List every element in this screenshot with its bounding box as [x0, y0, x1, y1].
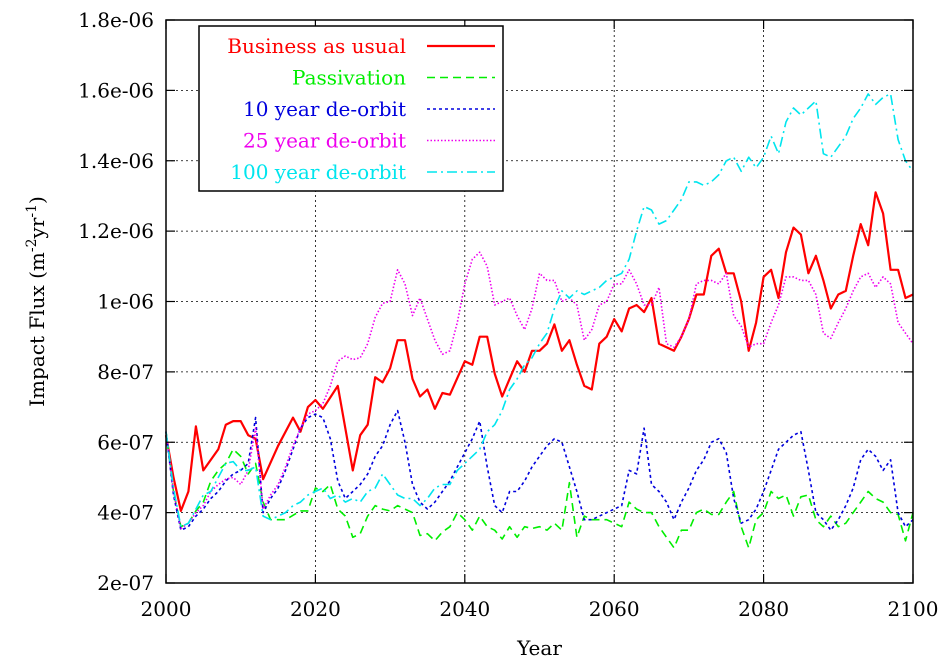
x-tick-label: 2020	[290, 597, 341, 621]
x-tick-label: 2100	[888, 597, 939, 621]
x-axis-title: Year	[516, 636, 562, 660]
series-layer	[164, 93, 914, 549]
series-line-1	[164, 191, 914, 512]
y-axis-title: Impact Flux (m-2yr-1)	[24, 196, 49, 407]
legend-label: Passivation	[292, 66, 406, 90]
y-tick-label: 1.2e-06	[78, 219, 154, 243]
legend-label: 100 year de-orbit	[230, 160, 406, 184]
y-tick-label: 8e-07	[97, 360, 154, 384]
x-tick-label: 2080	[738, 597, 789, 621]
series-line-3	[165, 409, 914, 531]
x-tick-label: 2060	[589, 597, 640, 621]
axis-ticks: 2000 2020 2040 2060 2080 2100 2e-07 4e-07 6e-07 8…	[78, 8, 938, 621]
y-axis-title-mid: yr	[25, 217, 49, 239]
y-tick-label: 1.6e-06	[78, 78, 154, 102]
legend-label: Business as usual	[227, 34, 406, 58]
y-tick-label: 1.8e-06	[78, 8, 154, 32]
y-tick-label: 1e-06	[97, 290, 154, 314]
y-tick-label: 4e-07	[97, 501, 154, 525]
legend-label: 25 year de-orbit	[243, 129, 406, 153]
x-tick-label: 2040	[439, 597, 490, 621]
y-tick-label: 6e-07	[97, 430, 154, 454]
y-axis-title-base: Impact Flux (m	[25, 252, 49, 407]
y-tick-label: 1.4e-06	[78, 149, 154, 173]
series-line-2	[165, 431, 914, 549]
grid-lines	[166, 20, 913, 583]
y-axis-title-sup2: -1	[24, 204, 40, 218]
legend: Business as usual Passivation 10 year de-o…	[198, 25, 504, 192]
legend-label: 10 year de-orbit	[243, 97, 406, 121]
y-axis-title-end: )	[25, 196, 49, 204]
y-tick-label: 2e-07	[97, 571, 154, 595]
y-axis-title-sup1: -2	[24, 238, 40, 252]
x-tick-label: 2000	[141, 597, 192, 621]
